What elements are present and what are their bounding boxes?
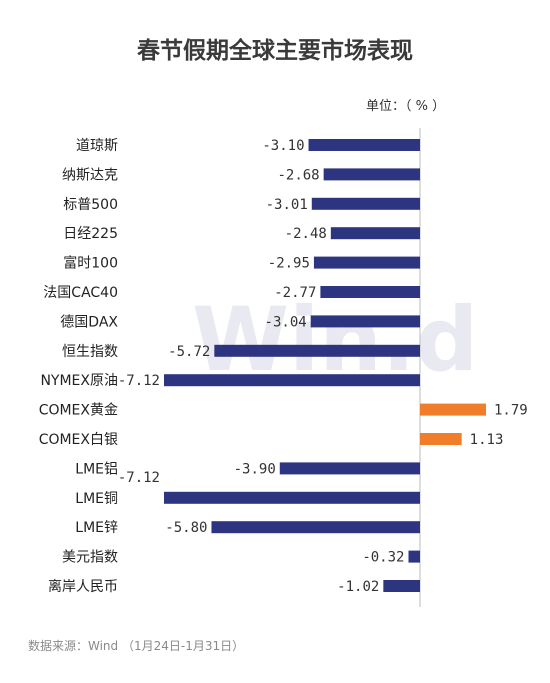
category-label: 恒生指数 <box>62 344 118 360</box>
value-label: -3.04 <box>265 314 307 330</box>
value-label: -7.12 <box>118 373 160 389</box>
category-label: LME锌 <box>75 520 118 536</box>
category-label: 日经225 <box>63 226 118 242</box>
category-label: 离岸人民币 <box>48 578 118 595</box>
bar <box>420 403 486 416</box>
bar <box>214 344 420 357</box>
value-label: -0.32 <box>362 550 404 566</box>
category-label: 法国CAC40 <box>43 285 118 301</box>
bar <box>313 256 420 269</box>
category-label: COMEX黄金 <box>39 402 118 419</box>
value-label: -3.01 <box>266 197 308 213</box>
category-label: 德国DAX <box>60 314 118 330</box>
bar <box>211 521 420 534</box>
bar <box>330 227 420 240</box>
value-label: 1.79 <box>494 403 528 419</box>
bar <box>308 139 420 151</box>
category-label: LME铝 <box>75 461 118 477</box>
value-label: -2.77 <box>274 285 316 301</box>
category-label: 道琼斯 <box>76 138 118 154</box>
bar <box>320 286 420 298</box>
value-label: -1.02 <box>337 579 379 595</box>
category-label: 富时100 <box>63 255 118 272</box>
bar <box>310 315 420 328</box>
value-label: -3.10 <box>262 138 304 154</box>
bar <box>279 462 420 475</box>
value-label: 1.13 <box>470 432 504 448</box>
unit-label: 单位：（ % ） <box>366 99 445 114</box>
value-label: -2.48 <box>285 226 327 242</box>
value-label: -7.12 <box>118 470 160 486</box>
category-label: LME铜 <box>75 491 118 507</box>
value-label: -5.80 <box>165 520 207 536</box>
bar <box>408 550 420 563</box>
bar <box>311 197 420 210</box>
value-label: -3.90 <box>234 461 276 477</box>
category-label: 纳斯达克 <box>62 167 118 183</box>
chart-title: 春节假期全球主要市场表现 <box>136 37 413 64</box>
category-label: COMEX白银 <box>39 432 118 448</box>
bar <box>383 580 420 592</box>
bar <box>164 491 420 504</box>
bar <box>164 374 420 387</box>
category-label: NYMEX原油 <box>40 373 118 389</box>
category-label: 标普500 <box>63 197 118 213</box>
source-note: 数据来源：Wind （1月24日-1月31日） <box>28 638 244 653</box>
bars: 道琼斯 -3.10 纳斯达克 -2.68 标普500 -3.01 日经225 -2.48 富时1… <box>39 138 528 595</box>
watermark: Win.d <box>192 288 478 391</box>
value-label: -2.95 <box>268 256 310 272</box>
value-label: -5.72 <box>168 344 210 360</box>
value-label: -2.68 <box>277 167 319 183</box>
category-label: 美元指数 <box>62 550 118 566</box>
bar <box>420 433 462 445</box>
bar <box>323 168 420 181</box>
